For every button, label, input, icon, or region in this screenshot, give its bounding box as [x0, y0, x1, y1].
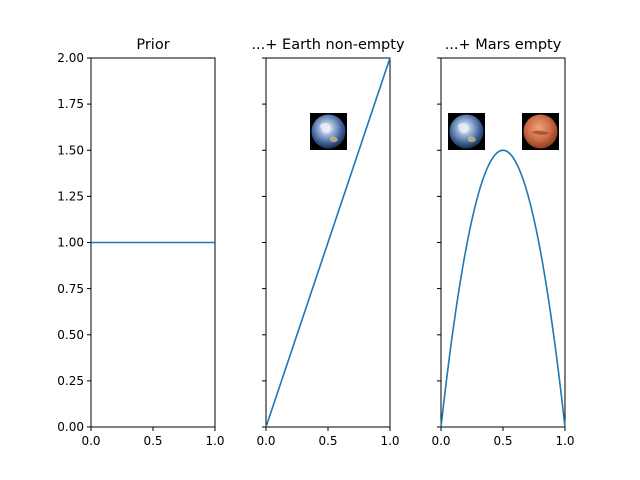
- x-tick-label: 1.0: [555, 434, 574, 448]
- x-tick-label: 0.0: [256, 434, 275, 448]
- x-tick-label: 0.5: [318, 434, 337, 448]
- panel-title: ...+ Mars empty: [445, 37, 562, 53]
- y-axis: [437, 57, 441, 428]
- y-axis: [262, 57, 266, 428]
- y-tick-label: 2.00: [57, 51, 84, 65]
- panel-title: Prior: [136, 37, 169, 53]
- series-layer: [440, 149, 566, 428]
- y-tick-label: 1.75: [57, 97, 84, 111]
- x-tick-label: 0.0: [81, 434, 100, 448]
- x-tick-label: 1.0: [205, 434, 224, 448]
- mars-icon: [522, 113, 559, 150]
- series-layer: [265, 57, 391, 428]
- series-line: [440, 149, 566, 428]
- panel-prior: Prior 0.0 0.5 1.0 0.00 0.25 0.50 0.75 1.…: [57, 37, 224, 448]
- series-line: [265, 57, 391, 428]
- y-tick-label: 1.00: [57, 236, 84, 250]
- x-tick-label: 0.5: [493, 434, 512, 448]
- panel-earth-non-empty: ...+ Earth non-empty 0.0 0.5 1.0: [251, 37, 404, 448]
- earth-icon: [448, 113, 485, 150]
- x-axis: 0.0 0.5 1.0: [431, 427, 575, 448]
- x-axis: 0.0 0.5 1.0: [81, 427, 225, 448]
- x-tick-label: 0.0: [431, 434, 450, 448]
- y-tick-label: 0.75: [57, 282, 84, 296]
- x-tick-label: 1.0: [380, 434, 399, 448]
- x-tick-label: 0.5: [143, 434, 162, 448]
- y-tick-label: 0.25: [57, 374, 84, 388]
- x-axis: 0.0 0.5 1.0: [256, 427, 400, 448]
- y-tick-label: 1.25: [57, 190, 84, 204]
- panel-title: ...+ Earth non-empty: [251, 37, 404, 53]
- y-tick-label: 1.50: [57, 144, 84, 158]
- y-tick-label: 0.00: [57, 420, 84, 434]
- panel-mars-empty: ...+ Mars empty 0.0 0.5 1.0: [431, 37, 574, 448]
- y-tick-label: 0.50: [57, 328, 84, 342]
- y-axis: 0.00 0.25 0.50 0.75 1.00 1.25 1.50 1.75 …: [57, 51, 91, 434]
- earth-icon: [310, 113, 347, 150]
